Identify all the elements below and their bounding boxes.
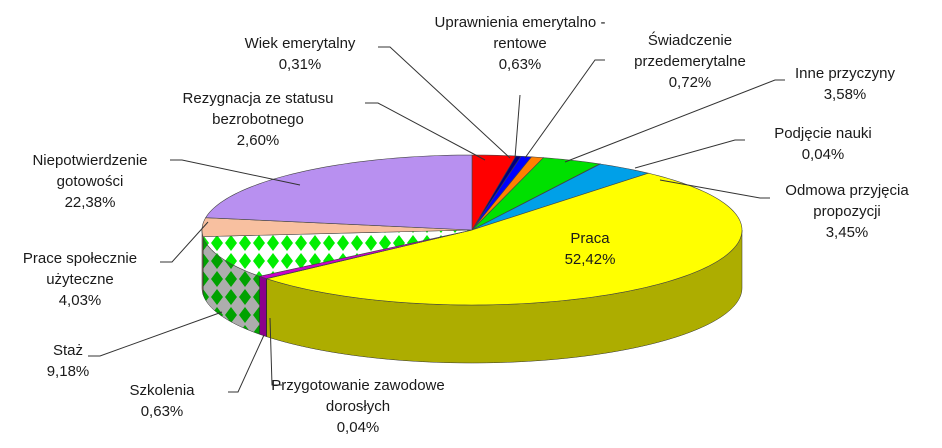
value-label: 0,04%: [336, 419, 380, 436]
value-label: 3,45%: [825, 224, 869, 241]
slice: [265, 172, 743, 306]
leader-line: [564, 79, 785, 163]
value-label: 2,60%: [236, 132, 280, 149]
leader-line: [160, 221, 209, 263]
category-name: Staż: [52, 342, 83, 359]
leader-line: [88, 311, 223, 357]
category-name: Niepotwierdzenie gotowości: [32, 152, 148, 190]
category-name: Rezygnacja ze statusu bezrobotnego: [182, 90, 334, 128]
leader-line: [378, 46, 511, 159]
slice: [471, 157, 601, 231]
leader-line: [514, 94, 521, 159]
slice-label: Świadczenie przedemerytalne 0,72%: [603, 30, 778, 93]
value-label: 4,03%: [58, 292, 102, 309]
category-name: Świadczenie przedemerytalne: [634, 32, 746, 70]
value-label: 0,04%: [801, 146, 845, 163]
category-name: Praca: [570, 230, 610, 247]
slice-label: Podjęcie nauki 0,04%: [753, 123, 893, 165]
category-name: Szkolenia: [129, 382, 195, 399]
slice-label: Staż 9,18%: [28, 340, 108, 382]
value-label: 0,63%: [498, 56, 542, 73]
leader-line: [524, 59, 605, 159]
slice-label: Rezygnacja ze statusu bezrobotnego 2,60%: [153, 88, 363, 151]
category-name: Podjęcie nauki: [774, 125, 872, 142]
slice: [205, 154, 473, 231]
category-name: Odmowa przyjęcia propozycji: [785, 182, 909, 220]
value-label: 9,18%: [46, 363, 90, 380]
slice-side: [201, 229, 204, 295]
category-name: Uprawnienia emerytalno - rentowe: [434, 14, 606, 52]
value-label: 0,63%: [140, 403, 184, 420]
slice-side: [259, 275, 267, 337]
slice-label: Przygotowanie zawodowe dorosłych 0,04%: [268, 375, 448, 438]
value-label: 22,38%: [64, 194, 116, 211]
value-label: 52,42%: [564, 251, 616, 268]
leader-line: [365, 102, 486, 161]
leader-line: [170, 159, 301, 186]
slice: [471, 163, 650, 231]
leader-line: [269, 317, 282, 386]
leader-line: [228, 334, 265, 393]
slice-label: Odmowa przyjęcia propozycji 3,45%: [760, 180, 935, 243]
slice-label: Niepotwierdzenie gotowości 22,38%: [10, 150, 170, 213]
leader-line: [659, 179, 770, 199]
category-name: Inne przyczyny: [794, 65, 896, 82]
value-label: 0,31%: [278, 56, 322, 73]
slice: [201, 217, 473, 237]
slice-label: Szkolenia 0,63%: [107, 380, 217, 422]
category-name: Przygotowanie zawodowe dorosłych: [271, 377, 445, 415]
category-name: Prace społecznie użyteczne: [22, 250, 138, 288]
slice-label: Wiek emerytalny 0,31%: [215, 33, 385, 75]
value-label: 3,58%: [823, 86, 867, 103]
slice-label: Inne przyczyny 3,58%: [775, 63, 915, 105]
slice-label: Prace społecznie użyteczne 4,03%: [5, 248, 155, 311]
category-name: Wiek emerytalny: [244, 35, 356, 52]
slice-label: Praca 52,42%: [545, 228, 635, 270]
value-label: 0,72%: [668, 74, 712, 91]
slice: [202, 229, 473, 277]
slice-label: Uprawnienia emerytalno - rentowe 0,63%: [420, 12, 620, 75]
leader-line: [634, 139, 745, 169]
